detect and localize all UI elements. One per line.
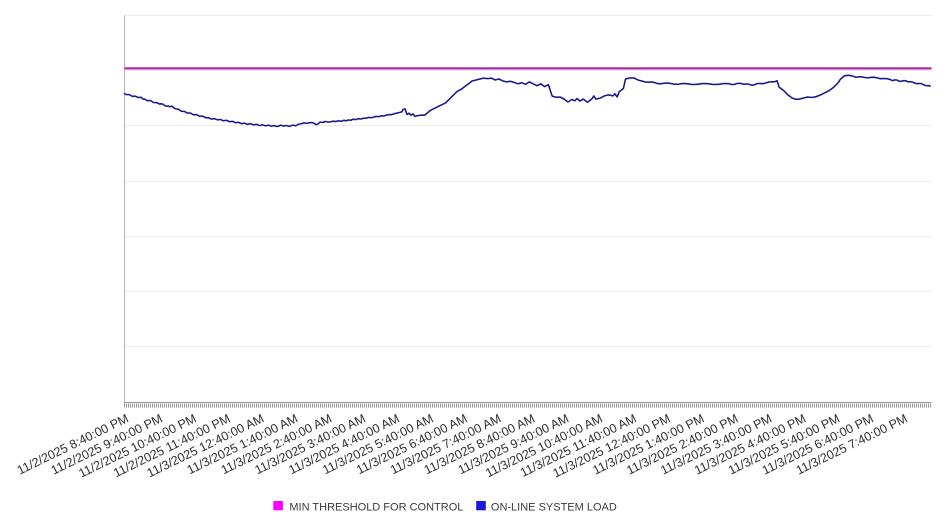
svg-text:ON-LINE SYSTEM LOAD: ON-LINE SYSTEM LOAD <box>491 501 617 513</box>
svg-text:MIN THRESHOLD FOR CONTROL: MIN THRESHOLD FOR CONTROL <box>289 501 463 513</box>
